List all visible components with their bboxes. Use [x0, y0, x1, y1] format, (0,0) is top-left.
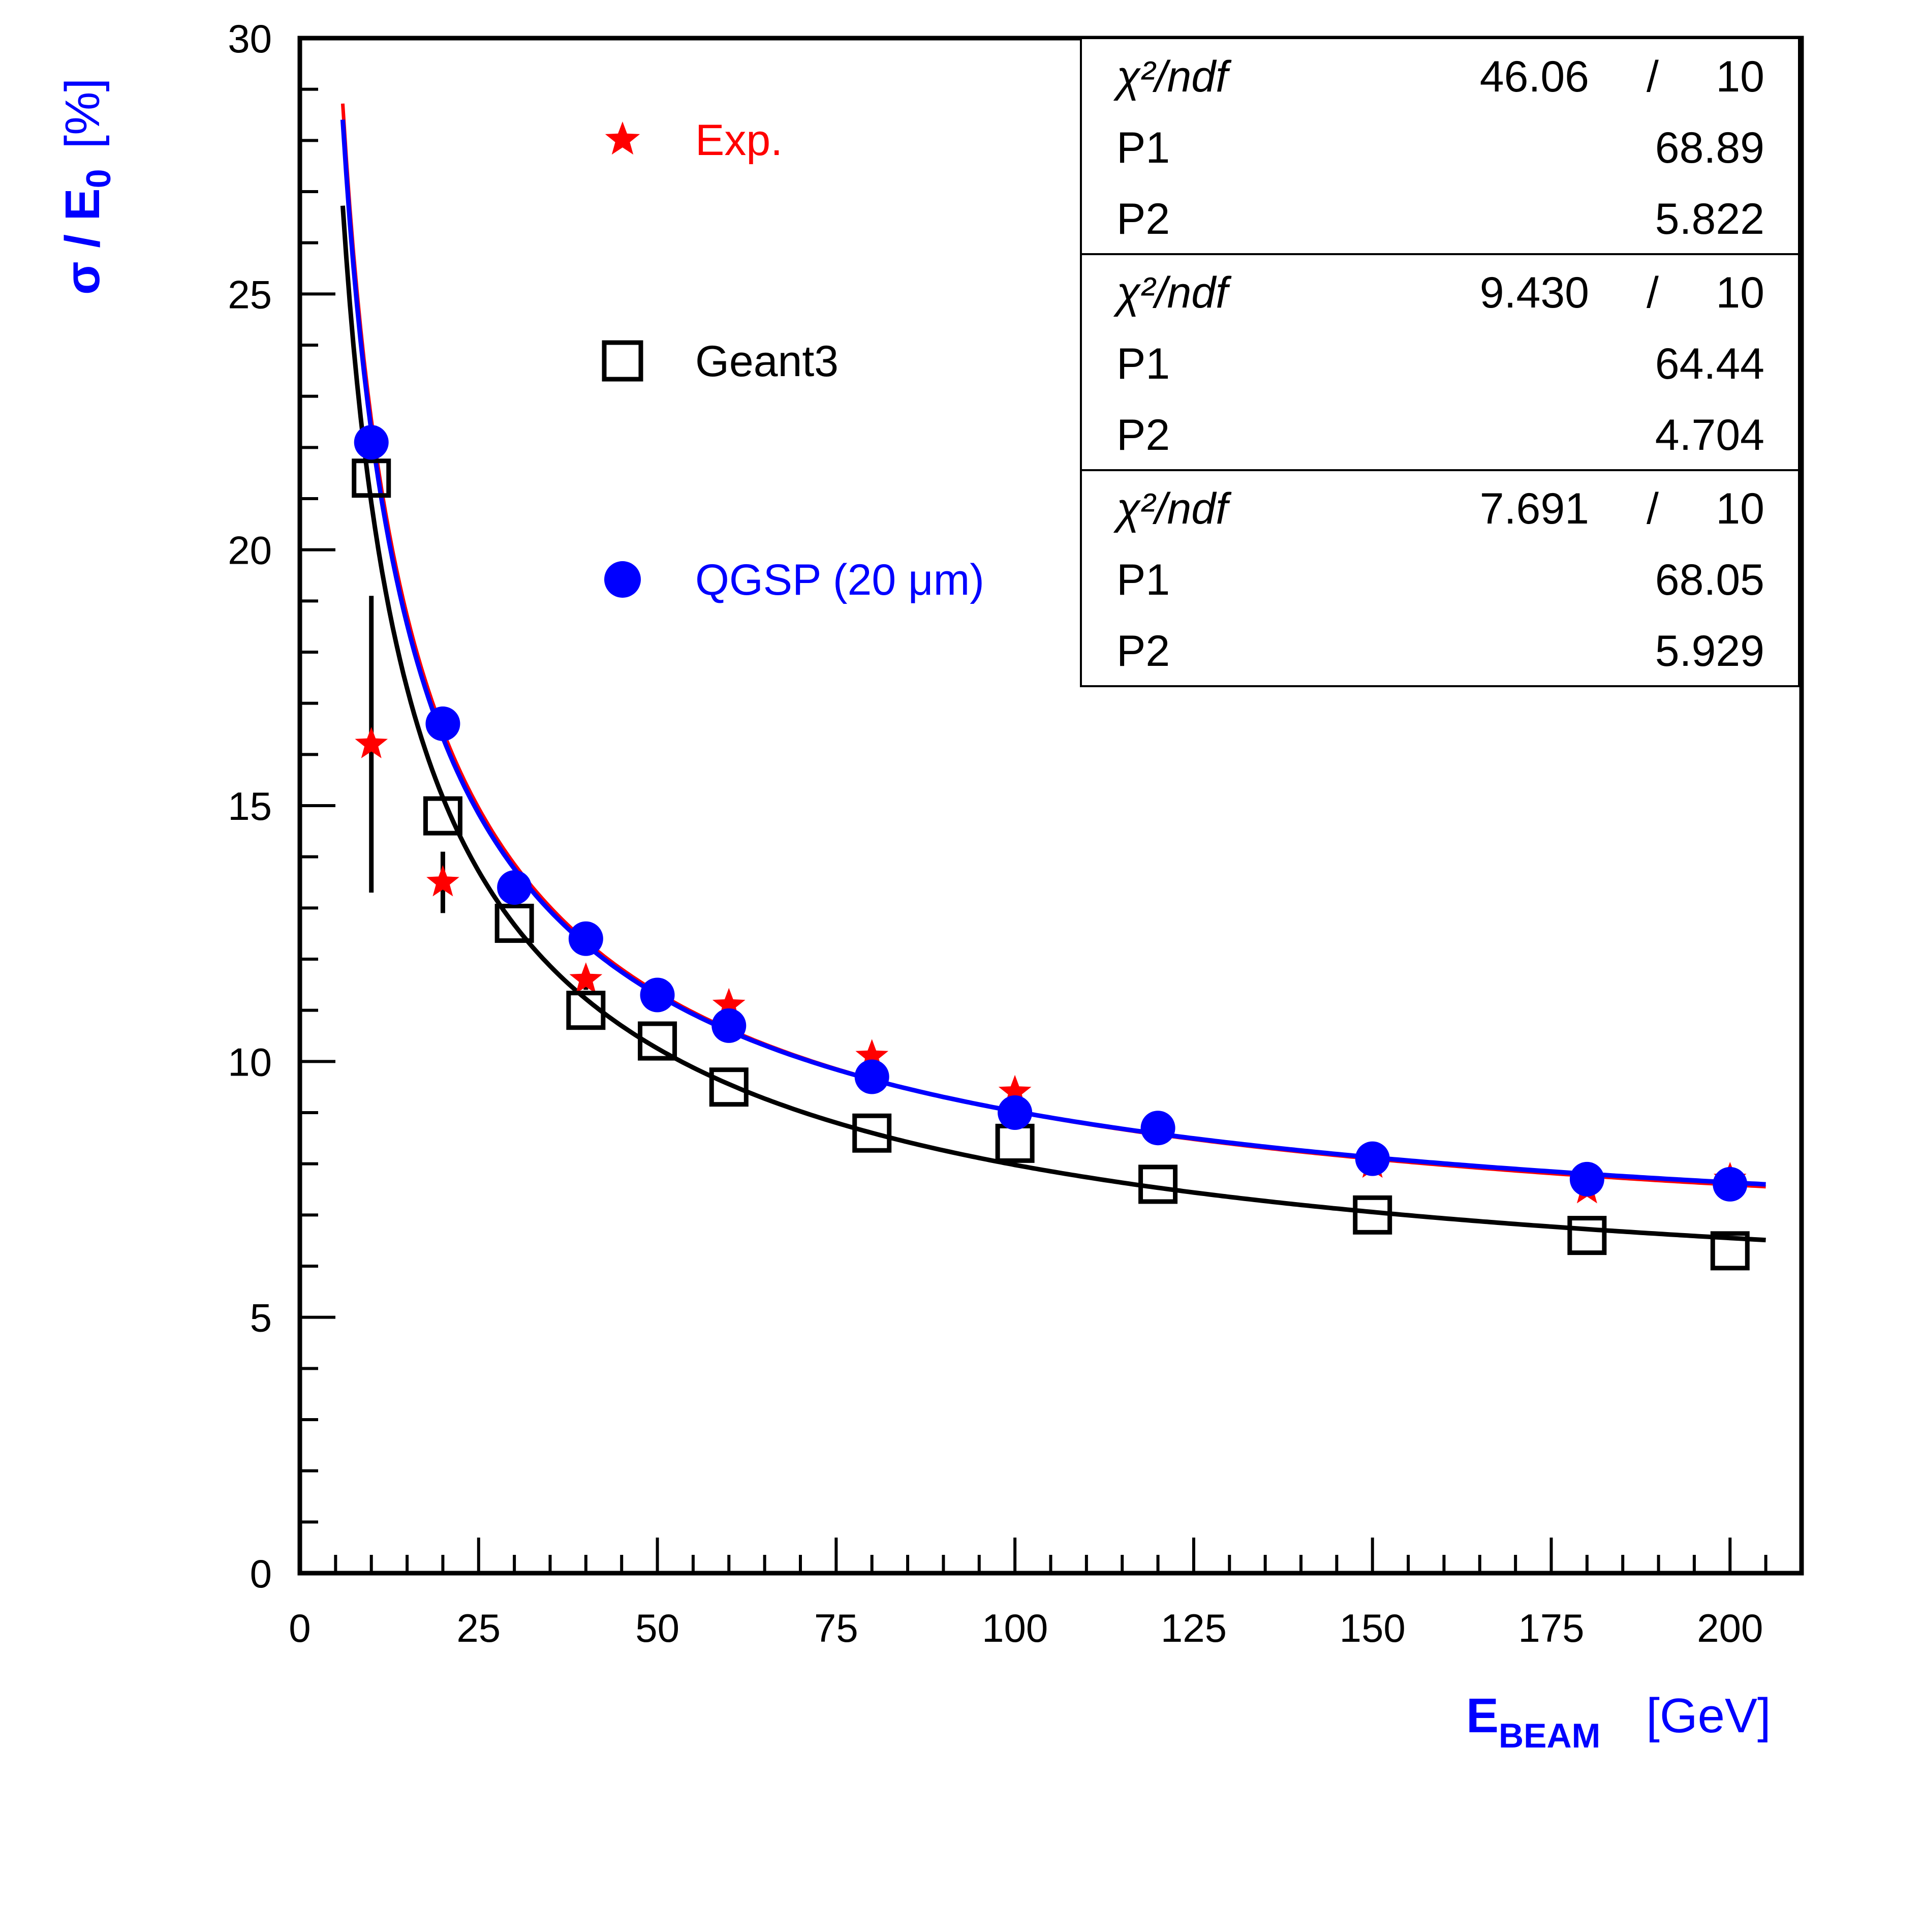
chi2-value: 46.06	[1480, 52, 1589, 101]
exp-point	[712, 988, 746, 1020]
qgsp-point	[425, 706, 460, 741]
stats-box	[1080, 253, 1800, 471]
y-axis-title: σ / E0 [%]	[55, 78, 118, 295]
y-tick-label: 15	[228, 784, 272, 829]
x-tick-label: 150	[1340, 1606, 1406, 1650]
p2-value: 5.822	[1655, 195, 1764, 243]
ndf-value: 10	[1716, 52, 1764, 101]
x-tick-label: 175	[1518, 1606, 1584, 1650]
p1-value: 68.89	[1655, 124, 1764, 172]
legend-circle-icon	[604, 561, 641, 598]
geant3-point	[1353, 1195, 1392, 1235]
p1-label: P1	[1116, 556, 1170, 604]
chi2-slash: /	[1647, 52, 1659, 101]
stats-box	[1080, 469, 1800, 687]
x-tick-label: 75	[814, 1606, 858, 1650]
geant3-point	[494, 904, 534, 943]
x-axis-title: EBEAM [GeV]	[1466, 1689, 1771, 1755]
y-axis-title-unit: [%]	[55, 78, 110, 149]
qgsp-point	[640, 977, 675, 1013]
exp-point	[569, 962, 603, 994]
legend: Exp. Geant3 QGSP (20 μm)	[602, 116, 984, 604]
qgsp-point	[711, 1008, 747, 1043]
chi2-label: χ²/ndf	[1113, 268, 1232, 317]
qgsp-point	[1355, 1141, 1390, 1176]
p1-label: P1	[1116, 340, 1170, 388]
y-tick-label: 5	[250, 1296, 272, 1340]
qgsp-point	[1140, 1111, 1175, 1146]
legend-label: QGSP (20 μm)	[695, 556, 984, 604]
p2-value: 4.704	[1655, 411, 1764, 459]
geant3-point	[566, 991, 606, 1030]
legend-square-icon	[602, 340, 643, 382]
y-tick-label: 20	[228, 528, 272, 573]
qgsp-point	[998, 1095, 1033, 1130]
x-axis-title-unit: [GeV]	[1646, 1689, 1771, 1743]
qgsp-point	[354, 425, 389, 460]
p2-label: P2	[1116, 195, 1170, 243]
y-tick-label: 0	[250, 1551, 272, 1596]
exp-point	[855, 1039, 889, 1070]
x-tick-label: 25	[456, 1606, 501, 1650]
geant3-point	[1138, 1164, 1178, 1204]
exp-point	[355, 727, 388, 758]
ndf-value: 10	[1716, 484, 1764, 533]
ndf-value: 10	[1716, 268, 1764, 317]
p2-value: 5.929	[1655, 627, 1764, 676]
legend-label: Exp.	[695, 116, 783, 165]
chi2-label: χ²/ndf	[1113, 484, 1232, 533]
p2-label: P2	[1116, 627, 1170, 676]
geant3-point	[709, 1067, 749, 1107]
chi2-value: 9.430	[1480, 268, 1589, 317]
data-points	[352, 425, 1750, 1271]
qgsp-point	[854, 1059, 889, 1094]
p1-value: 64.44	[1655, 340, 1764, 388]
qgsp-point	[1569, 1161, 1604, 1197]
stats-boxes: χ²/ndf 46.06 / 10 P1 68.89 P2 5.822 χ²/ndf 9.430 /…	[1080, 37, 1800, 687]
legend-star-icon	[605, 121, 640, 155]
qgsp-point	[1713, 1167, 1748, 1202]
geant3-point	[638, 1021, 677, 1061]
geant3-point	[852, 1113, 892, 1153]
qgsp-point	[568, 921, 603, 956]
legend-label: Geant3	[695, 337, 839, 386]
chi2-value: 7.691	[1480, 484, 1589, 533]
y-tick-label: 25	[228, 272, 272, 317]
x-tick-label: 50	[635, 1606, 679, 1650]
geant3-point	[1567, 1216, 1607, 1255]
x-tick-label: 125	[1161, 1606, 1227, 1650]
y-axis-title-main: σ / E	[55, 188, 110, 295]
x-axis-title-sub: BEAM	[1499, 1716, 1600, 1755]
geant3-point	[995, 1123, 1035, 1163]
chi2-label: χ²/ndf	[1113, 52, 1232, 101]
x-axis-title-main: E	[1466, 1689, 1499, 1743]
axes-layer: 0 25 50 75 100 125 150 175 200 0 5 10 15 20 25 30	[228, 16, 1804, 1650]
x-tick-label: 100	[982, 1606, 1048, 1650]
exp-point	[998, 1075, 1032, 1107]
y-axis-title-sub: 0	[79, 169, 118, 188]
geant3-point	[352, 458, 391, 498]
geant3-point	[423, 796, 462, 836]
x-tick-label: 200	[1697, 1606, 1763, 1650]
p2-label: P2	[1116, 411, 1170, 459]
y-tick-label: 30	[228, 16, 272, 61]
p1-label: P1	[1116, 124, 1170, 172]
exp-point	[426, 865, 459, 897]
y-tick-label: 10	[228, 1039, 272, 1084]
chi2-slash: /	[1647, 268, 1659, 317]
stats-box	[1080, 37, 1800, 255]
x-tick-label: 0	[289, 1606, 311, 1650]
chi2-slash: /	[1647, 484, 1659, 533]
qgsp-point	[497, 870, 532, 905]
p1-value: 68.05	[1655, 556, 1764, 604]
geant3-point	[1710, 1231, 1750, 1271]
